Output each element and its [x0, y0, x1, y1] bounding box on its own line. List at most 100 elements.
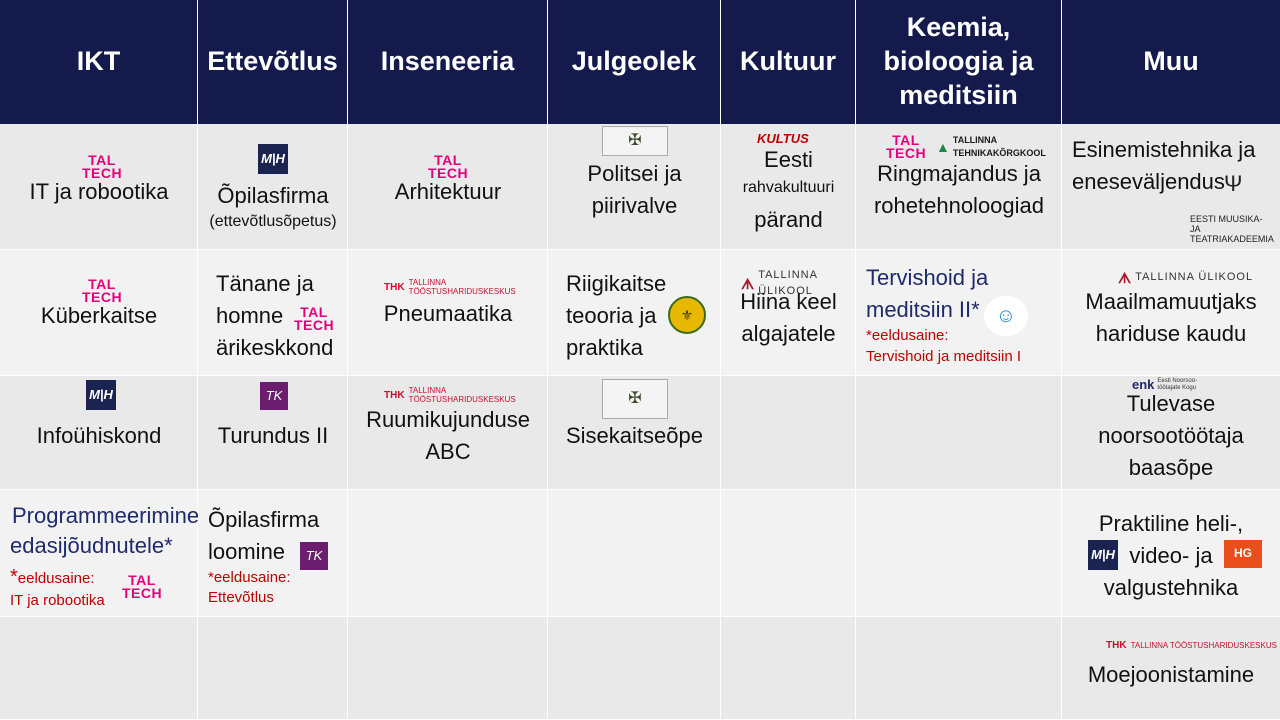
cell-programmeerimine: Programmeerimine edasijõudnutele* *eeldu…: [0, 490, 200, 617]
taltech-logo: TAL TECH: [82, 276, 123, 305]
course-title-line: Riigikaitse: [566, 271, 667, 296]
thk-logo: THK TALLINNA TÖÖSTUSHARIDUSKESKUS: [1106, 640, 1277, 651]
course-title-line: rohetehnoloogiad: [873, 193, 1045, 218]
course-title: Arhitektuur: [394, 179, 502, 204]
prerequisite-value: Tervishoid ja meditsiin I: [866, 348, 1022, 365]
tik-logo: TK: [300, 542, 328, 570]
course-title: Moejoonistamine: [1087, 662, 1255, 687]
course-title-line: Politsei ja: [587, 161, 682, 186]
prerequisite-value: Ettevõtlus: [208, 589, 274, 606]
course-title: Pneumaatika: [383, 301, 513, 326]
cell-turundus: TK Turundus II: [198, 376, 348, 490]
cell-riigikaitse: Riigikaitse teooria ja praktika ⚜: [548, 250, 721, 376]
course-title-line: Ringmajandus ja: [877, 161, 1041, 186]
course-title-line: edasijõudnutele*: [10, 533, 173, 558]
course-title-line: Tervishoid ja: [866, 265, 989, 290]
cell-ruumikujundus: THK TALLINNA TÖÖSTUSHARIDUSKESKUS Ruumiku…: [348, 376, 548, 490]
course-title: Õpilasfirma: [217, 183, 329, 208]
cell-empty: [548, 490, 721, 617]
header-inseneeria: Inseneeria: [348, 0, 548, 124]
course-title: Infoühiskond: [36, 423, 162, 448]
course-title-line: eneseväljendus: [1072, 169, 1225, 194]
course-subtitle: (ettevõtlusõpetus): [209, 213, 337, 230]
header-label: Muu: [1143, 46, 1199, 77]
cell-tervishoid: Tervishoid ja meditsiin II* ☺ *eeldusain…: [856, 250, 1062, 376]
course-title-line: video- ja: [1129, 543, 1213, 568]
course-title-line: loomine: [208, 539, 286, 564]
header-ikt: IKT: [0, 0, 198, 124]
cell-esinemistehnika: Esinemistehnika ja eneseväljendus Ψ EEST…: [1062, 124, 1280, 250]
cell-arhitektuur: TAL TECH Arhitektuur: [348, 124, 548, 250]
course-title-line: ABC: [425, 439, 471, 464]
cell-empty: [856, 490, 1062, 617]
tlu-logo: ᗑ TALLINNA ÜLIKOOL: [1118, 270, 1254, 286]
course-title: IT ja robootika: [29, 179, 169, 204]
cell-ringmajandus: TAL TECH ▲ TALLINNA TEHNIKAKÕRGKOOL Ringmaj…: [856, 124, 1062, 250]
cell-arikeskkond: Tänane ja homne TAL TECH ärikeskkond: [198, 250, 348, 376]
cell-empty: [198, 617, 348, 720]
header-kultuur: Kultuur: [721, 0, 856, 124]
cell-it-robootika: TAL TECH IT ja robootika: [0, 124, 198, 250]
enk-logo: enk Eesti Noorsoo-töötajate Kogu: [1132, 377, 1198, 392]
prerequisite-asterisk: *: [10, 566, 18, 588]
course-title-line: hariduse kaudu: [1095, 321, 1247, 346]
course-title-line: teooria ja: [566, 303, 657, 328]
course-title-line: Praktiline heli-,: [1098, 511, 1244, 536]
header-label: IKT: [76, 46, 121, 77]
header-label: Inseneeria: [380, 46, 515, 77]
cell-empty: [856, 617, 1062, 720]
cell-empty: [0, 617, 198, 720]
course-title-line: Hiina keel: [740, 289, 837, 314]
taltech-logo: TAL TECH: [122, 572, 163, 601]
cell-empty: [721, 490, 856, 617]
tlu-logo: ᗑ TALLINNA ÜLIKOOL: [741, 269, 818, 297]
cell-helitehnika: Praktiline heli-, M|H video- ja HG valgu…: [1062, 490, 1280, 617]
cell-hiina-keel: ᗑ TALLINNA ÜLIKOOL Hiina keel algajatele: [721, 250, 856, 376]
cell-empty: [348, 490, 548, 617]
course-title-line: Esinemistehnika ja: [1072, 137, 1256, 162]
cell-infouhiskond: M|H Infoühiskond: [0, 376, 198, 490]
taltech-logo: TAL TECH: [428, 152, 469, 181]
course-title: Turundus II: [217, 423, 329, 448]
course-title-line: noorsootöötaja: [1098, 423, 1244, 448]
heliplit-logo: HG: [1224, 540, 1262, 568]
cell-rahvakultuur: KULTUS Eesti rahvakultuuri pärand: [721, 124, 856, 250]
prerequisite-label: *eeldusaine:: [866, 327, 949, 344]
cell-empty: [348, 617, 548, 720]
taltech-logo: TAL TECH: [294, 304, 335, 333]
course-title-line: baasõpe: [1128, 455, 1214, 480]
kaitseliit-emblem-icon: ⚜: [668, 296, 706, 334]
cell-noorsootootaja: enk Eesti Noorsoo-töötajate Kogu Tulevase…: [1062, 376, 1280, 490]
tik-logo: TK: [260, 382, 288, 410]
cell-sisekaitseope: ✠ Sisekaitseõpe: [548, 376, 721, 490]
course-title-line: rahvakultuuri: [742, 179, 835, 196]
course-title-line: Tänane ja: [216, 271, 314, 296]
course-title-line: homne: [216, 303, 284, 328]
course-title: Sisekaitseõpe: [566, 423, 703, 448]
header-keemia: Keemia, bioloogia ja meditsiin: [856, 0, 1062, 124]
prerequisite-label: eeldusaine:: [17, 570, 95, 587]
cell-empty: [548, 617, 721, 720]
course-title-line: Tulevase: [1126, 391, 1216, 416]
course-title-line: algajatele: [741, 321, 836, 346]
cell-empty: [721, 617, 856, 720]
cell-empty: [721, 376, 856, 490]
emta-logo: EESTI MUUSIKA- JA TEATRIAKADEEMIA: [1190, 214, 1274, 244]
mhm-logo: M|H: [258, 144, 288, 174]
course-title-line: Ruumikujunduse: [366, 407, 530, 432]
kultus-logo: KULTUS: [757, 131, 809, 146]
mhm-logo: M|H: [86, 380, 116, 410]
cell-pneumaatika: THK TALLINNA TÖÖSTUSHARIDUSKESKUS Pneumaa…: [348, 250, 548, 376]
course-title-line: Maailmamuutjaks: [1085, 289, 1257, 314]
course-title-line: Eesti: [764, 147, 813, 172]
cell-opilasfirma: M|H Õpilasfirma (ettevõtlusõpetus): [198, 124, 348, 250]
header-label: Kultuur: [740, 46, 836, 77]
course-title-line: Programmeerimine: [12, 503, 200, 528]
cell-moejoonistamine: THK TALLINNA TÖÖSTUSHARIDUSKESKUS Moejoon…: [1062, 617, 1280, 720]
prerequisite-value: IT ja robootika: [10, 592, 105, 609]
header-label: Ettevõtlus: [207, 46, 338, 77]
course-title-line: pärand: [754, 207, 823, 232]
header-muu: Muu: [1062, 0, 1280, 124]
tuning-fork-icon: Ψ: [1224, 171, 1243, 196]
cell-maailmamuutjaks: ᗑ TALLINNA ÜLIKOOL Maailmamuutjaks haridu…: [1062, 250, 1280, 376]
